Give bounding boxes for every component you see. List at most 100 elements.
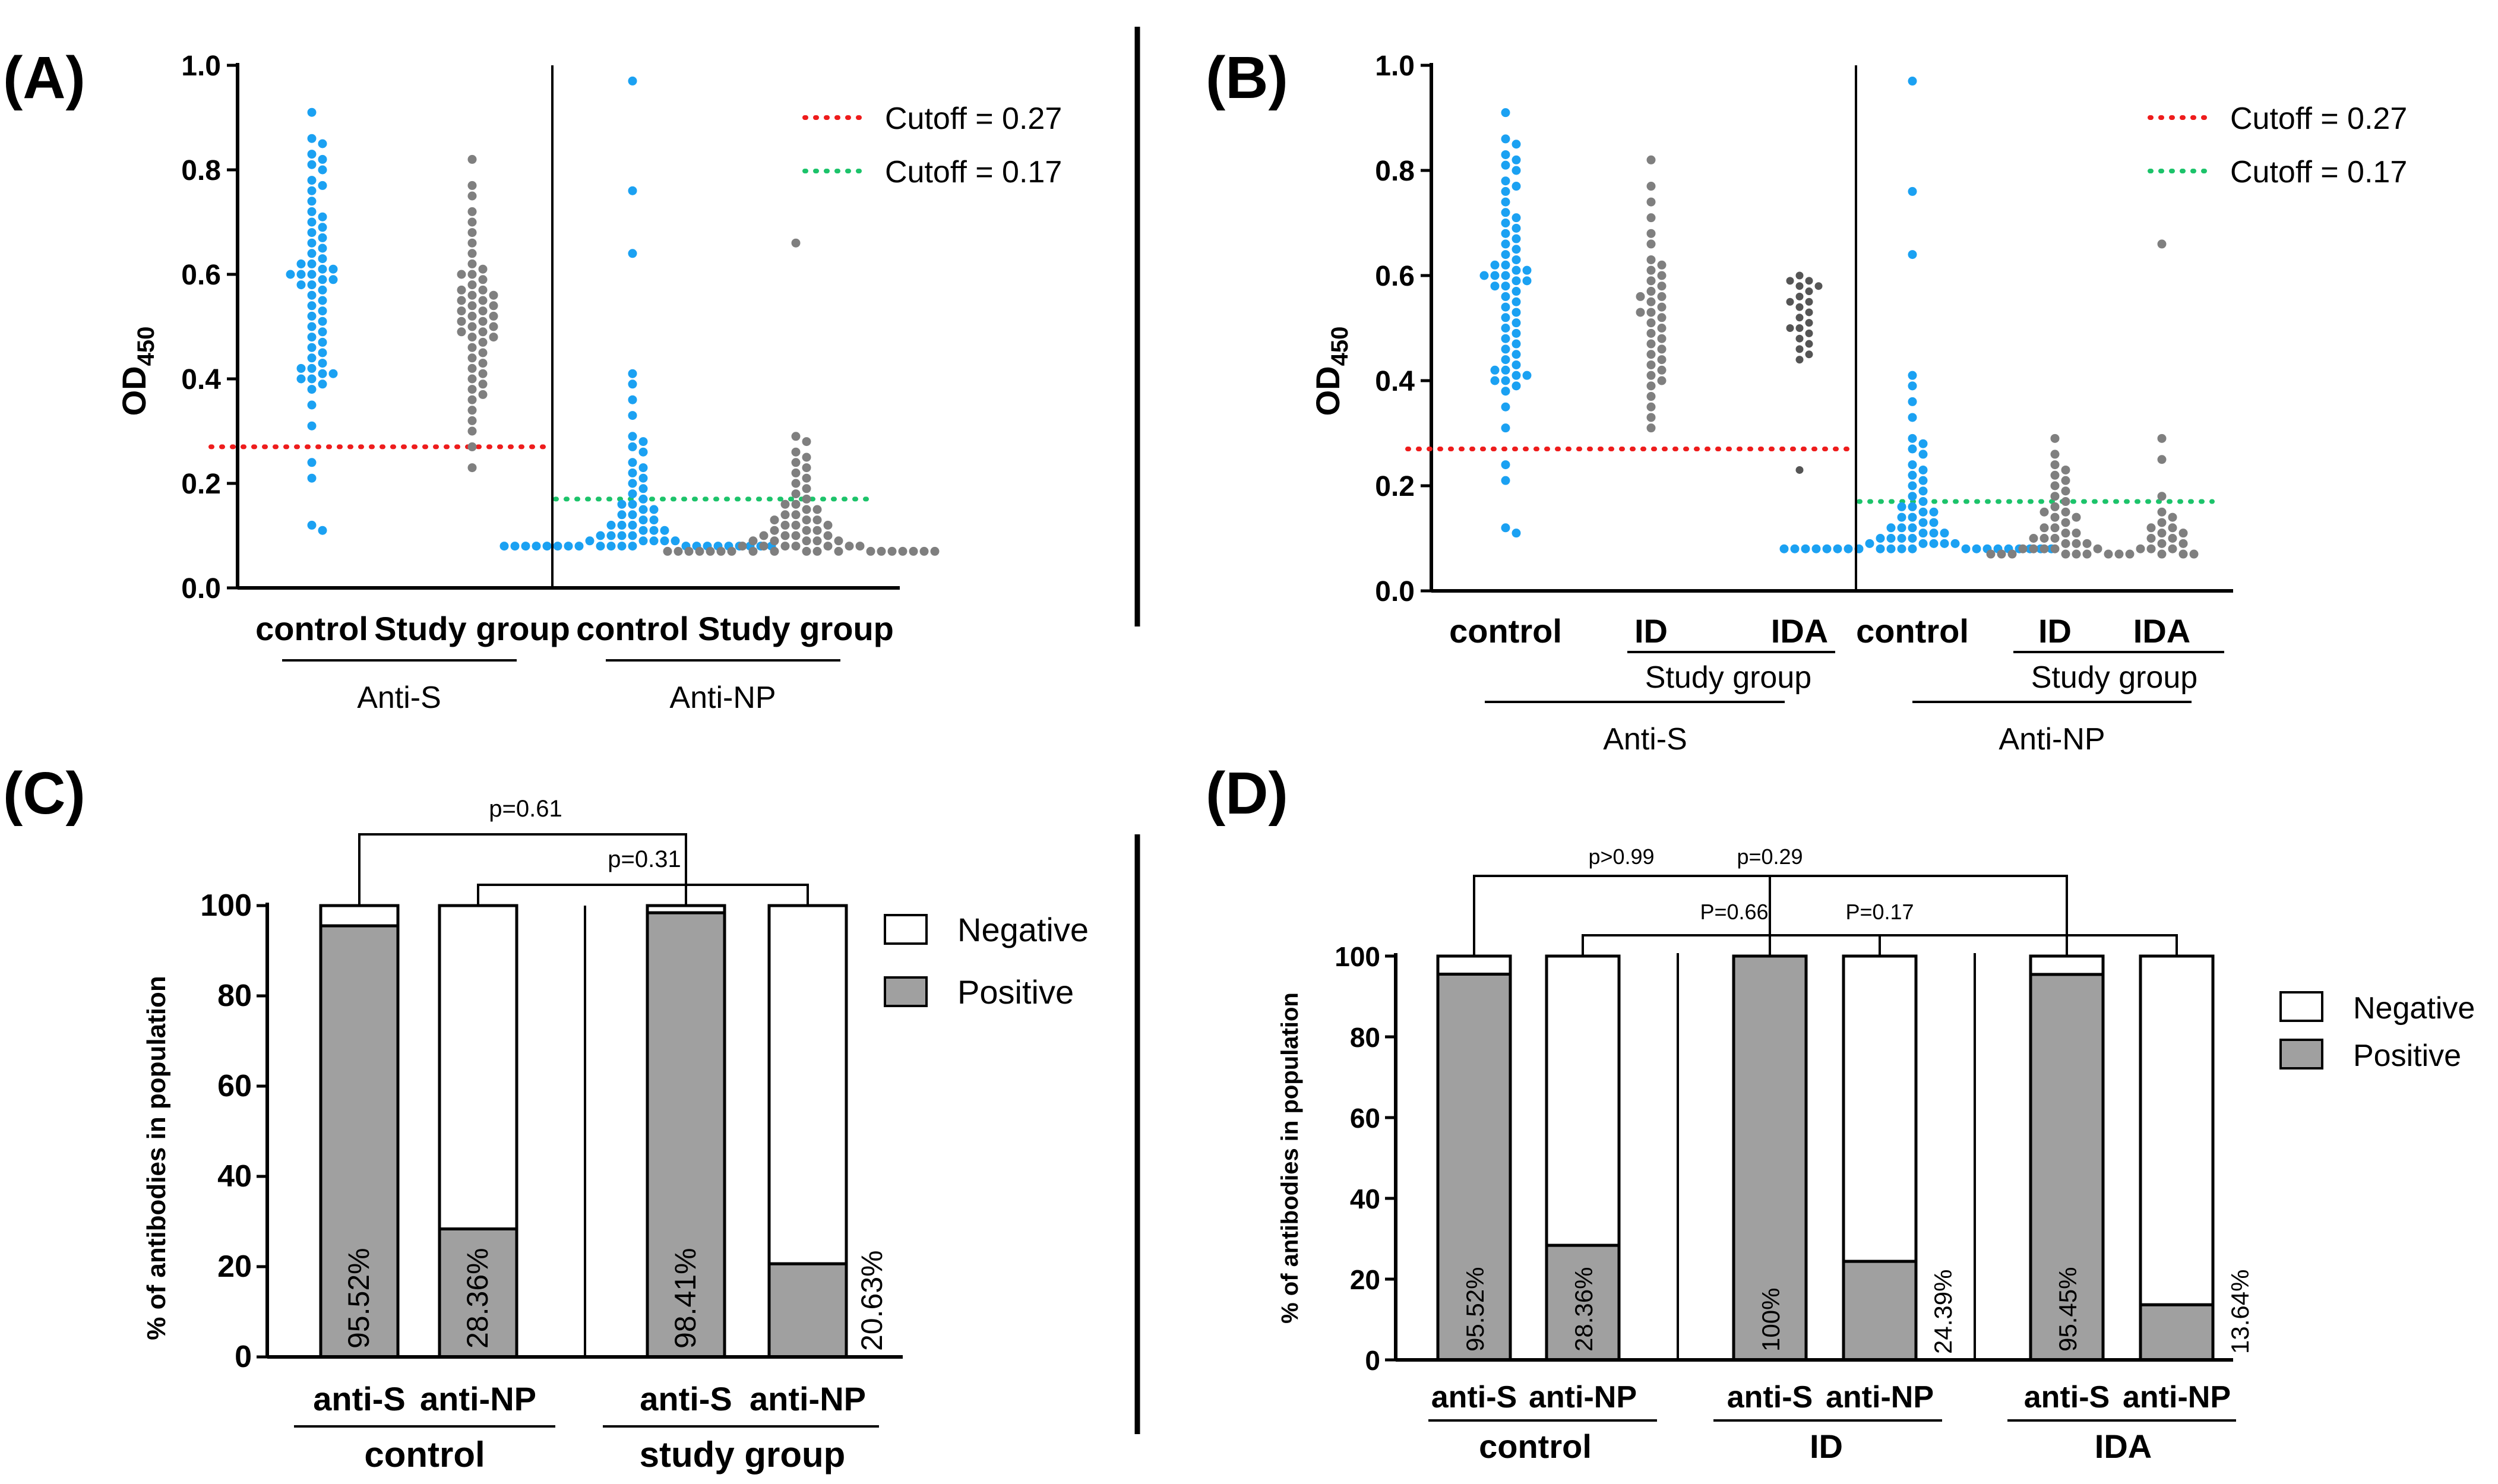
point-b-5-4	[2157, 507, 2167, 517]
point-a-3-62	[930, 546, 940, 556]
point-b-3-29	[1886, 523, 1896, 533]
point-b-4-10	[2050, 502, 2060, 511]
point-a-1-2	[467, 191, 477, 201]
point-a-2-40	[671, 536, 680, 546]
scatter-points-b	[1479, 77, 2199, 559]
point-b-0-33	[1501, 292, 1510, 301]
point-a-0-52	[296, 374, 306, 384]
stacked-bars-d: 95.52% 28.36% 100% 24.39% 95.45% 13.64%	[1436, 954, 2254, 1362]
point-b-0-29	[1522, 276, 1532, 286]
point-b-0-23	[1512, 265, 1521, 275]
point-b-5-12	[2146, 534, 2156, 543]
y-tick-label-a-0: 0.0	[181, 573, 221, 605]
point-b-1-33	[1646, 392, 1656, 401]
point-a-0-41	[307, 333, 317, 342]
point-b-0-55	[1501, 402, 1510, 412]
bracket-d-3	[1582, 934, 2178, 955]
point-b-4-12	[2039, 507, 2049, 517]
y-tick-label-d-1: 20	[1350, 1264, 1380, 1295]
legend-label-b-1: Cutoff = 0.17	[2230, 155, 2407, 189]
x-label-a-1: control	[255, 610, 368, 647]
point-b-1-32	[1646, 381, 1656, 391]
point-b-0-16	[1512, 234, 1521, 243]
y-tick-label-b-5: 1.0	[1375, 50, 1415, 82]
point-a-2-20	[617, 499, 627, 509]
bar-label-c-0: 95.52%	[342, 1248, 375, 1349]
point-b-5-16	[2146, 544, 2156, 553]
point-a-1-10	[467, 270, 477, 279]
point-b-1-24	[1646, 339, 1656, 349]
point-a-2-28	[617, 520, 627, 530]
point-b-4-1	[2050, 450, 2060, 459]
point-a-3-16	[812, 505, 822, 514]
point-b-0-51	[1501, 376, 1510, 385]
cutoff-lines-b	[1405, 447, 2215, 504]
group-label-d-3: IDA	[2095, 1428, 2152, 1465]
point-a-0-57	[307, 458, 317, 467]
point-a-2-6	[628, 411, 637, 420]
point-a-2-9	[628, 442, 637, 451]
point-a-3-24	[823, 520, 833, 530]
panel-label-c: (C)	[3, 760, 86, 827]
point-b-0-40	[1512, 328, 1521, 338]
point-b-4-11	[2061, 507, 2070, 517]
point-b-1-8	[1646, 265, 1656, 275]
point-a-1-23	[457, 306, 466, 316]
point-b-0-53	[1512, 381, 1521, 391]
point-a-3-22	[791, 520, 801, 530]
point-b-2-11	[1795, 314, 1804, 322]
point-a-1-37	[467, 353, 477, 363]
panel-c: (C) % of antibodies in population 0 20 40 6…	[3, 760, 1089, 1474]
point-b-0-1	[1501, 134, 1510, 144]
point-b-4-7	[2061, 486, 2070, 496]
point-b-3-39	[1940, 539, 1949, 548]
point-a-2-29	[606, 520, 616, 530]
y-tick-label-d-3: 60	[1350, 1103, 1380, 1134]
point-b-2-3	[1795, 282, 1804, 290]
point-b-4-37	[2114, 549, 2124, 559]
point-a-2-24	[617, 510, 627, 520]
y-tick-label-a-3: 0.6	[181, 260, 221, 291]
point-a-2-17	[628, 489, 637, 499]
point-b-0-13	[1501, 219, 1510, 227]
point-a-1-38	[478, 359, 488, 368]
point-b-1-28	[1646, 360, 1656, 369]
point-a-1-1	[467, 181, 477, 190]
point-a-1-16	[467, 290, 477, 300]
point-a-3-1	[791, 432, 801, 441]
point-a-0-25	[307, 270, 317, 279]
point-a-1-11	[457, 270, 466, 279]
pvalue-c-1: p=0.31	[608, 846, 681, 872]
legend-b: Cutoff = 0.27 Cutoff = 0.17	[2148, 102, 2407, 189]
point-b-1-4	[1646, 229, 1656, 238]
point-a-0-44	[318, 348, 327, 357]
point-b-4-35	[2104, 549, 2113, 559]
point-b-0-20	[1512, 255, 1521, 264]
point-a-1-40	[478, 369, 488, 378]
y-axis-label-a: OD450	[115, 327, 159, 416]
point-b-0-46	[1512, 360, 1521, 369]
point-a-0-24	[328, 264, 338, 274]
point-b-0-58	[1501, 476, 1510, 485]
point-a-1-3	[467, 207, 477, 216]
point-a-3-28	[791, 531, 801, 540]
point-b-5-21	[2125, 549, 2135, 559]
point-a-3-31	[759, 531, 769, 540]
point-b-1-3	[1646, 213, 1656, 223]
y-tick-label-c-3: 60	[217, 1069, 252, 1103]
point-a-3-38	[780, 542, 790, 551]
point-a-2-18	[638, 494, 648, 504]
point-a-3-47	[834, 546, 843, 556]
point-a-3-30	[823, 531, 833, 540]
point-a-3-4	[802, 453, 811, 462]
point-a-1-48	[467, 426, 477, 436]
point-b-0-14	[1512, 223, 1521, 233]
point-b-1-36	[1646, 423, 1656, 433]
y-axis-label-a-sub: 450	[133, 327, 159, 366]
point-b-3-8	[1918, 439, 1928, 448]
x-label-a-3: control	[576, 610, 689, 647]
bar-positive-d-1	[1545, 1243, 1621, 1362]
point-b-3-0	[1908, 77, 1917, 86]
point-a-2-39	[660, 536, 669, 546]
point-b-5-13	[2157, 539, 2167, 548]
